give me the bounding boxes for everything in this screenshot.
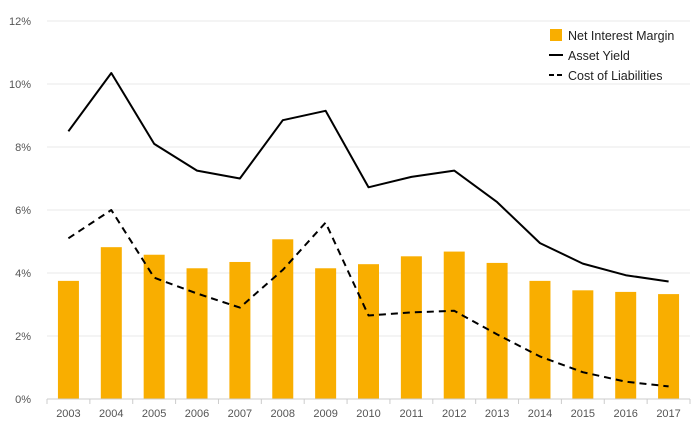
line-cost-of-liabilities bbox=[67, 209, 669, 388]
y-tick-label: 10% bbox=[9, 79, 31, 91]
x-tick-label: 2007 bbox=[228, 408, 252, 420]
x-tick-label: 2010 bbox=[356, 408, 380, 420]
x-tick-label: 2006 bbox=[185, 408, 209, 420]
bar-2016 bbox=[615, 291, 637, 399]
x-tick-label: 2009 bbox=[313, 408, 337, 420]
line-series bbox=[67, 72, 669, 388]
x-tick-label: 2015 bbox=[571, 408, 595, 420]
legend-swatch-net-interest-margin bbox=[550, 29, 562, 41]
bar-2010 bbox=[358, 264, 379, 399]
y-tick-label: 0% bbox=[15, 394, 31, 406]
x-tick-label: 2013 bbox=[485, 408, 509, 420]
bar-2015 bbox=[572, 290, 594, 399]
legend-label-net-interest-margin: Net Interest Margin bbox=[568, 29, 674, 43]
bar-2004 bbox=[100, 247, 122, 399]
bar-2012 bbox=[443, 251, 465, 399]
x-tick-label: 2004 bbox=[99, 408, 123, 420]
x-tick-label: 2016 bbox=[613, 408, 637, 420]
x-tick-label: 2005 bbox=[142, 408, 166, 420]
legend-label-cost-of-liabilities: Cost of Liabilities bbox=[568, 69, 663, 83]
y-axis-ticks: 0% 2% 4% 6% 8% 10% 12% bbox=[9, 16, 31, 406]
x-tick-label: 2003 bbox=[56, 408, 80, 420]
bar-2014 bbox=[529, 280, 551, 399]
x-tick-label: 2012 bbox=[442, 408, 466, 420]
x-axis: 2003 2004 2005 2006 2007 2008 2009 2010 2011 2012… bbox=[46, 398, 691, 420]
x-tick-label: 2008 bbox=[271, 408, 295, 420]
y-tick-label: 4% bbox=[15, 268, 31, 280]
bar-2003 bbox=[57, 280, 79, 399]
y-tick-label: 6% bbox=[15, 205, 31, 217]
bar-2006 bbox=[186, 268, 208, 399]
bar-2011 bbox=[400, 256, 422, 399]
bar-2017 bbox=[658, 294, 680, 399]
y-tick-label: 12% bbox=[9, 16, 31, 28]
x-tick-label: 2011 bbox=[400, 408, 424, 420]
line-asset-yield bbox=[67, 72, 669, 283]
bar-2013 bbox=[486, 262, 508, 399]
legend: Net Interest Margin Asset Yield Cost of … bbox=[549, 29, 674, 83]
y-tick-label: 8% bbox=[15, 142, 31, 154]
y-tick-label: 2% bbox=[15, 331, 31, 343]
bar-2007 bbox=[229, 261, 251, 399]
x-tick-label: 2017 bbox=[656, 408, 680, 420]
bar-series-net-interest-margin bbox=[57, 239, 680, 399]
x-tick-label: 2014 bbox=[528, 408, 552, 420]
bar-2005 bbox=[143, 254, 165, 399]
bar-2009 bbox=[315, 268, 337, 399]
legend-label-asset-yield: Asset Yield bbox=[568, 49, 630, 63]
bar-2008 bbox=[272, 239, 294, 399]
